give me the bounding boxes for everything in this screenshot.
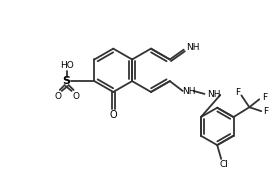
Text: NH: NH bbox=[182, 87, 195, 96]
Text: NH: NH bbox=[186, 43, 199, 52]
Text: O: O bbox=[54, 92, 61, 101]
Text: F: F bbox=[235, 88, 240, 97]
Text: F: F bbox=[262, 93, 267, 102]
Text: NH: NH bbox=[207, 90, 220, 99]
Text: F: F bbox=[264, 107, 269, 116]
Text: O: O bbox=[110, 110, 117, 120]
Text: HO: HO bbox=[60, 61, 74, 70]
Text: S: S bbox=[63, 76, 71, 86]
Text: O: O bbox=[72, 92, 79, 101]
Text: Cl: Cl bbox=[220, 160, 229, 169]
